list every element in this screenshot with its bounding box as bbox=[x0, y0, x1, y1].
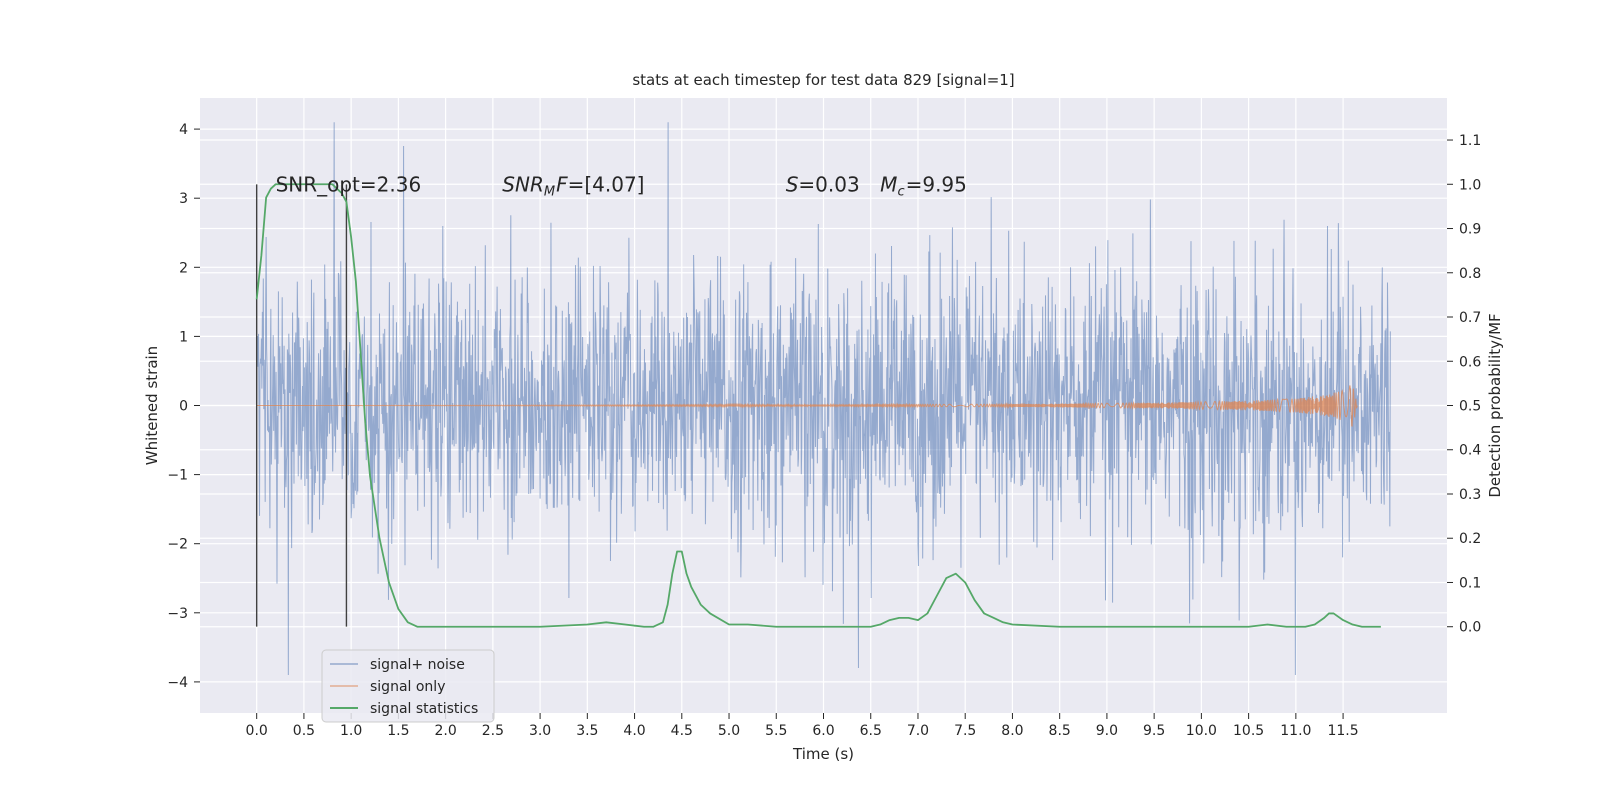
x-tick-label: 9.0 bbox=[1096, 723, 1118, 739]
annotations: SNR_opt=2.36 SNRMF=[4.07] S=0.03 Mc=9.95 bbox=[276, 172, 967, 199]
x-tick-label: 3.0 bbox=[529, 723, 551, 739]
x-tick-label: 4.0 bbox=[623, 723, 645, 739]
x-tick-label: 7.0 bbox=[907, 723, 929, 739]
y-right-tick-label: 1.0 bbox=[1459, 177, 1481, 193]
x-tick-label: 4.5 bbox=[671, 723, 693, 739]
x-tick-label: 0.0 bbox=[246, 723, 268, 739]
x-tick-label: 2.0 bbox=[434, 723, 456, 739]
y-right-tick-label: 0.7 bbox=[1459, 310, 1481, 326]
y-right-tick-label: 0.2 bbox=[1459, 531, 1481, 547]
y-right-tick-label: 0.4 bbox=[1459, 443, 1481, 459]
signal-plus-noise-line bbox=[256, 122, 1391, 675]
annotation: S=0.03 bbox=[786, 172, 860, 196]
y-right-tick-label: 1.1 bbox=[1459, 133, 1481, 149]
y-right-tick-label: 0.0 bbox=[1459, 620, 1481, 636]
y-right-tick-label: 0.5 bbox=[1459, 399, 1481, 415]
annotation: SNR_opt=2.36 bbox=[276, 172, 422, 196]
y-tick-label: −3 bbox=[167, 606, 188, 622]
x-tick-label: 9.5 bbox=[1143, 723, 1165, 739]
y-tick-label: −1 bbox=[167, 468, 188, 484]
x-tick-label: 5.0 bbox=[718, 723, 740, 739]
signal-statistics-series bbox=[255, 183, 1381, 628]
y-right-tick-label: 0.6 bbox=[1459, 354, 1481, 370]
x-tick-label: 5.5 bbox=[765, 723, 787, 739]
chart-title: stats at each timestep for test data 829… bbox=[632, 71, 1014, 89]
y-tick-label: 0 bbox=[179, 399, 188, 415]
legend: signal+ noise signal only signal statistic… bbox=[321, 649, 495, 723]
legend-label: signal statistics bbox=[370, 701, 478, 717]
y-axis-right-ticks: 1.1 1.0 0.9 0.8 0.7 0.6 0.5 0.4 0.3 0.2 0.1 0.0 bbox=[1447, 133, 1481, 636]
annotation: Mc=9.95 bbox=[880, 172, 967, 199]
signal-only-series bbox=[256, 385, 1358, 427]
signal-only-line bbox=[256, 385, 1358, 427]
y-tick-label: 2 bbox=[179, 260, 188, 276]
annotation: SNRMF=[4.07] bbox=[502, 172, 644, 199]
x-tick-label: 2.5 bbox=[482, 723, 504, 739]
y-right-tick-label: 0.8 bbox=[1459, 266, 1481, 282]
x-tick-label: 3.5 bbox=[576, 723, 598, 739]
y-right-tick-label: 0.3 bbox=[1459, 487, 1481, 503]
x-tick-label: 11.5 bbox=[1327, 723, 1358, 739]
y-tick-label: 3 bbox=[179, 191, 188, 207]
y-axis-left-ticks: 4 3 2 1 0 −1 −2 −3 −4 bbox=[167, 122, 200, 691]
y-axis-label-left: Whitened strain bbox=[143, 346, 161, 465]
y-tick-label: −4 bbox=[167, 675, 188, 691]
signal-plus-noise-series bbox=[256, 122, 1391, 675]
x-tick-label: 6.0 bbox=[812, 723, 834, 739]
legend-label: signal+ noise bbox=[370, 657, 465, 673]
x-tick-label: 1.5 bbox=[387, 723, 409, 739]
x-tick-label: 10.0 bbox=[1186, 723, 1217, 739]
x-axis-ticks: 0.0 0.5 1.0 1.5 2.0 2.5 3.0 3.5 4.0 4.5 5.0 5.5 6.0 6… bbox=[246, 713, 1359, 739]
x-tick-label: 10.5 bbox=[1233, 723, 1264, 739]
y-tick-label: 1 bbox=[179, 329, 188, 345]
x-tick-label: 0.5 bbox=[293, 723, 315, 739]
legend-label: signal only bbox=[370, 679, 445, 695]
y-right-tick-label: 0.1 bbox=[1459, 575, 1481, 591]
signal-statistics-line bbox=[255, 183, 1381, 628]
x-tick-label: 6.5 bbox=[860, 723, 882, 739]
vertical-lines bbox=[255, 184, 348, 627]
x-tick-label: 1.0 bbox=[340, 723, 362, 739]
y-tick-label: 4 bbox=[179, 122, 188, 138]
x-tick-label: 8.5 bbox=[1049, 723, 1071, 739]
legend-box bbox=[321, 649, 495, 723]
x-tick-label: 7.5 bbox=[954, 723, 976, 739]
y-tick-label: −2 bbox=[167, 537, 188, 553]
y-axis-label-right: Detection probability/MF bbox=[1486, 313, 1504, 497]
y-right-tick-label: 0.9 bbox=[1459, 222, 1481, 238]
x-tick-label: 11.0 bbox=[1280, 723, 1311, 739]
x-axis-label: Time (s) bbox=[792, 745, 854, 763]
x-tick-label: 8.0 bbox=[1001, 723, 1023, 739]
